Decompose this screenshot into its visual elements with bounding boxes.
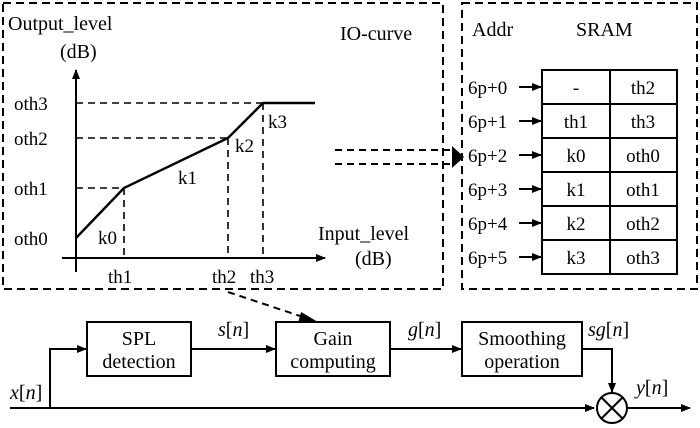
sram-row-1: 6p+1 th1 th3: [468, 112, 655, 133]
slope-k0: k0: [98, 228, 117, 249]
slope-k1: k1: [178, 168, 197, 189]
s-signal-label: s[n]: [218, 319, 249, 341]
x-tick-th3: th3: [250, 267, 274, 288]
slope-k3: k3: [268, 112, 287, 133]
sram-cell-right: oth3: [626, 248, 660, 269]
sram-cell-right: oth0: [626, 146, 660, 167]
branch-to-spl: [49, 345, 87, 408]
sram-cell-right: th3: [631, 112, 655, 133]
guide-lines: [76, 102, 264, 258]
sg-signal-arrow: [582, 348, 616, 393]
sram-cell-left: k3: [567, 248, 586, 269]
io-curve-title: IO-curve: [340, 23, 412, 45]
g-signal-label: g[n]: [408, 319, 441, 341]
sram-row-3: 6p+3 k1 oth1: [468, 180, 660, 201]
spl-label-2: detection: [102, 351, 175, 373]
sram-cell-left: k0: [567, 146, 586, 167]
y-tick-oth1: oth1: [14, 179, 48, 200]
sram-row-4: 6p+4 k2 oth2: [468, 214, 660, 235]
output-signal-label: y[n]: [634, 377, 668, 399]
x-axis-label: Input_level: [318, 223, 410, 245]
signal-flow: x[n] SPL detection s[n] Gain computing g…: [9, 319, 691, 424]
sram-cell-left: k1: [567, 180, 586, 201]
y-tick-oth0: oth0: [14, 229, 48, 250]
smoothing-label-2: operation: [484, 351, 560, 373]
y-tick-oth3: oth3: [14, 94, 48, 115]
sg-signal-label: sg[n]: [588, 319, 629, 341]
sram-addr: 6p+5: [468, 248, 507, 269]
sram-addr: 6p+3: [468, 180, 507, 201]
spl-label-1: SPL: [122, 328, 156, 350]
sram-addr: 6p+0: [468, 78, 507, 99]
y-tick-oth2: oth2: [14, 129, 48, 150]
sram-addr: 6p+4: [468, 214, 508, 235]
sram-cell-right: oth1: [626, 180, 660, 201]
sram-frame: [461, 2, 698, 290]
x-axis-unit: (dB): [355, 248, 392, 270]
y-axis-unit: (dB): [60, 41, 97, 63]
gain-label-2: computing: [290, 351, 376, 373]
sram-row-2: 6p+2 k0 oth0: [468, 146, 660, 167]
y-axis-label: Output_level: [8, 13, 113, 35]
sram-cell-right: oth2: [626, 214, 660, 235]
slope-k2: k2: [235, 136, 254, 157]
io-curve-line: [75, 101, 315, 239]
sram-addr: 6p+2: [468, 146, 507, 167]
sram-row-5: 6p+5 k3 oth3: [468, 248, 660, 269]
sram-header: SRAM: [576, 19, 633, 41]
io-to-gain-connector: [227, 291, 313, 321]
gain-label-1: Gain: [314, 328, 353, 350]
io-to-sram-connector: [335, 146, 464, 168]
io-curve-panel: Output_level (dB) IO-curve oth3 oth2 oth…: [2, 2, 444, 290]
smoothing-label-1: Smoothing: [478, 328, 566, 350]
sram-cell-left: k2: [567, 214, 586, 235]
x-tick-th2: th2: [212, 267, 236, 288]
x-tick-th1: th1: [108, 267, 132, 288]
addr-header: Addr: [472, 19, 513, 41]
sram-cell-right: th2: [631, 78, 655, 99]
sram-cell-left: th1: [564, 112, 588, 133]
sram-cell-left: -: [573, 78, 579, 99]
input-signal-label: x[n]: [9, 382, 42, 404]
sram-panel: Addr SRAM 6p+0 - th2 6p+1 th1 th3 6p+2: [461, 2, 698, 290]
sram-addr: 6p+1: [468, 112, 507, 133]
sram-row-0: 6p+0 - th2: [468, 78, 655, 99]
